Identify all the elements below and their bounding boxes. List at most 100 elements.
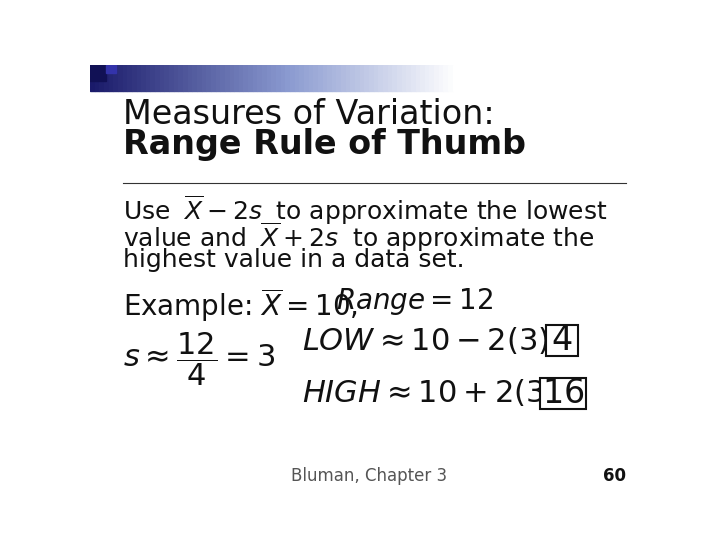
Bar <box>266 65 271 91</box>
Bar <box>369 65 374 91</box>
Bar <box>132 65 137 91</box>
Bar <box>243 65 248 91</box>
Bar <box>179 65 183 91</box>
Bar <box>453 65 457 91</box>
Bar <box>420 65 425 91</box>
Bar <box>606 65 611 91</box>
Bar <box>550 65 555 91</box>
Bar <box>169 65 174 91</box>
Bar <box>518 65 523 91</box>
Bar <box>113 65 118 91</box>
Bar <box>387 65 392 91</box>
Bar <box>559 65 564 91</box>
Bar <box>106 65 116 73</box>
Bar <box>290 65 294 91</box>
Bar <box>276 65 281 91</box>
Bar <box>620 65 625 91</box>
Bar <box>318 65 323 91</box>
Bar <box>346 65 351 91</box>
Bar <box>555 65 559 91</box>
Text: highest value in a data set.: highest value in a data set. <box>124 248 465 272</box>
Bar <box>304 65 309 91</box>
Bar <box>536 65 541 91</box>
Bar <box>239 65 243 91</box>
Text: value and $\;\overline{X}+2s\;$ to approximate the: value and $\;\overline{X}+2s\;$ to appro… <box>124 221 595 254</box>
Bar <box>448 65 453 91</box>
Bar <box>294 65 300 91</box>
Bar <box>225 65 230 91</box>
Bar <box>192 65 197 91</box>
Bar <box>490 65 495 91</box>
Bar <box>360 65 364 91</box>
Bar <box>281 65 285 91</box>
Bar <box>323 65 327 91</box>
Bar <box>616 65 620 91</box>
Bar <box>444 65 448 91</box>
Bar <box>122 65 127 91</box>
Bar <box>141 65 145 91</box>
Bar <box>285 65 290 91</box>
Bar <box>127 65 132 91</box>
Bar <box>434 65 438 91</box>
Bar <box>374 65 378 91</box>
Bar <box>378 65 383 91</box>
Bar <box>258 65 262 91</box>
Bar <box>523 65 527 91</box>
Bar <box>332 65 336 91</box>
Bar <box>211 65 215 91</box>
Bar <box>206 65 211 91</box>
Bar <box>183 65 188 91</box>
Text: $s\approx\dfrac{12}{4}=3$: $s\approx\dfrac{12}{4}=3$ <box>124 331 276 388</box>
Bar <box>578 65 583 91</box>
Bar <box>564 65 569 91</box>
Bar <box>300 65 304 91</box>
Bar <box>220 65 225 91</box>
FancyBboxPatch shape <box>546 325 578 356</box>
Bar <box>336 65 341 91</box>
Bar <box>402 65 406 91</box>
Bar <box>160 65 164 91</box>
Bar <box>397 65 402 91</box>
Bar <box>438 65 444 91</box>
Bar <box>99 65 104 91</box>
Bar <box>499 65 504 91</box>
Bar <box>472 65 476 91</box>
Bar <box>495 65 499 91</box>
Bar <box>569 65 574 91</box>
Bar <box>271 65 276 91</box>
Bar <box>188 65 192 91</box>
Bar <box>639 65 644 91</box>
Bar <box>611 65 616 91</box>
Bar <box>355 65 360 91</box>
Bar <box>532 65 536 91</box>
Bar <box>644 65 648 91</box>
Bar <box>597 65 601 91</box>
Bar <box>583 65 588 91</box>
Bar <box>202 65 206 91</box>
Bar <box>634 65 639 91</box>
Bar <box>601 65 606 91</box>
Text: $\mathit{Range}=12$: $\mathit{Range}=12$ <box>336 286 492 317</box>
Bar <box>574 65 578 91</box>
Bar <box>253 65 258 91</box>
Bar <box>411 65 415 91</box>
Bar <box>174 65 179 91</box>
Bar <box>406 65 411 91</box>
Bar <box>309 65 313 91</box>
Bar <box>383 65 387 91</box>
FancyBboxPatch shape <box>540 378 585 409</box>
Bar <box>164 65 169 91</box>
Text: $\mathit{HIGH}\approx10+2(3)=$: $\mathit{HIGH}\approx10+2(3)=$ <box>302 377 587 408</box>
Bar <box>429 65 434 91</box>
Text: Bluman, Chapter 3: Bluman, Chapter 3 <box>291 467 447 485</box>
Bar <box>94 65 99 91</box>
Bar <box>541 65 546 91</box>
Bar <box>351 65 355 91</box>
Bar <box>230 65 234 91</box>
Bar <box>90 65 94 91</box>
Bar <box>215 65 220 91</box>
Text: $\mathit{16}$: $\mathit{16}$ <box>541 377 584 410</box>
Bar <box>527 65 532 91</box>
Bar <box>415 65 420 91</box>
Bar <box>197 65 202 91</box>
